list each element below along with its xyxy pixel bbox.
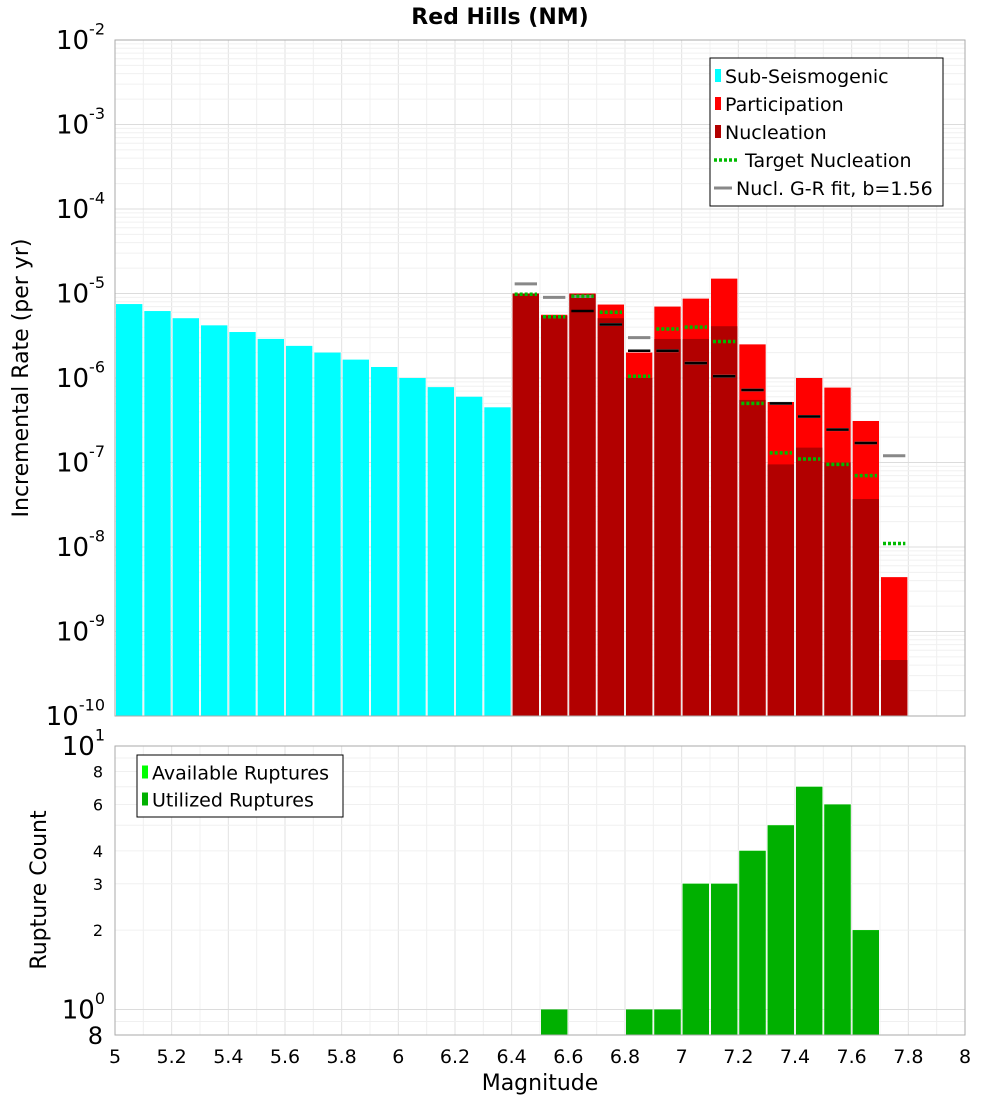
x-tick-label: 5.8 xyxy=(327,1046,357,1068)
legend-swatch xyxy=(142,792,148,806)
x-tick-label: 6 xyxy=(392,1046,404,1068)
bottom-y-tick-label: 8 xyxy=(88,1022,103,1050)
nucleation-bar xyxy=(682,338,709,716)
top-legend: Sub-Seismogenic Participation Nucleation Ta… xyxy=(709,57,944,207)
x-tick-label: 6.8 xyxy=(610,1046,640,1068)
utilized-ruptures-bar xyxy=(682,883,709,1035)
bottom-legend: Available Ruptures Utilized Ruptures xyxy=(136,754,344,818)
bottom-y-tick-label: 4 xyxy=(93,842,103,861)
top-y-tick-label: 10-7 xyxy=(56,442,105,478)
x-tick-label: 7.2 xyxy=(723,1046,753,1068)
top-y-tick-label: 10-9 xyxy=(56,611,105,647)
utilized-ruptures-bar xyxy=(541,1009,568,1035)
nucleation-bar xyxy=(881,659,908,716)
utilized-ruptures-bar xyxy=(824,804,851,1035)
sub-seismogenic-bar xyxy=(484,407,511,716)
x-tick-label: 5.2 xyxy=(157,1046,187,1068)
bottom-legend-box xyxy=(136,754,344,818)
legend-swatch xyxy=(715,125,721,138)
bottom-y-tick-label: 2 xyxy=(93,921,103,940)
sub-seismogenic-bar xyxy=(116,304,143,716)
bottom-y-tick-label: 100 xyxy=(62,989,105,1025)
legend-label: Nucl. G-R fit, b=1.56 xyxy=(736,178,933,200)
nucleation-bar xyxy=(711,326,738,716)
nucleation-bar xyxy=(626,378,653,716)
x-tick-label: 5.6 xyxy=(270,1046,300,1068)
top-y-tick-label: 10-6 xyxy=(56,358,105,394)
nucleation-bar xyxy=(654,338,681,716)
top-y-tick-label: 10-4 xyxy=(56,189,105,225)
x-tick-label: 6.2 xyxy=(440,1046,470,1068)
top-y-tick-label: 10-8 xyxy=(56,527,105,563)
x-tick-label: 6.4 xyxy=(497,1046,527,1068)
sub-seismogenic-bar xyxy=(399,378,426,716)
gridlines xyxy=(114,40,966,1036)
utilized-ruptures-bar xyxy=(711,883,738,1035)
x-tick-label: 8 xyxy=(959,1046,971,1068)
utilized-ruptures-bar xyxy=(626,1009,653,1035)
nucleation-bar xyxy=(541,316,568,716)
sub-seismogenic-bar xyxy=(257,338,284,716)
sub-seismogenic-bar xyxy=(229,332,256,716)
x-tick-label: 7.6 xyxy=(837,1046,867,1068)
bottom-y-axis-label: Rupture Count xyxy=(27,810,52,970)
top-y-tick-label: 10-3 xyxy=(56,104,105,140)
x-tick-label: 7.4 xyxy=(780,1046,810,1068)
nucleation-bar xyxy=(824,462,851,716)
legend-swatch xyxy=(715,69,721,82)
legend-label: Utilized Ruptures xyxy=(152,790,314,812)
nucleation-bar xyxy=(796,447,823,716)
top-y-tick-label: 10-10 xyxy=(46,696,105,732)
x-tick-label: 5.4 xyxy=(213,1046,243,1068)
nucleation-bar xyxy=(767,464,794,716)
sub-seismogenic-bar xyxy=(342,359,369,716)
utilized-ruptures-bar xyxy=(739,850,766,1035)
top-legend-box xyxy=(709,57,944,207)
nucleation-bar xyxy=(852,498,879,716)
legend-label: Sub-Seismogenic xyxy=(725,66,889,88)
x-tick-label: 5 xyxy=(109,1046,121,1068)
bottom-y-tick-label: 6 xyxy=(93,795,103,814)
utilized-ruptures-bar xyxy=(767,825,794,1035)
top-y-axis-label: Incremental Rate (per yr) xyxy=(9,239,34,518)
legend-swatch xyxy=(142,765,148,779)
nucleation-bar xyxy=(569,294,596,716)
nucleation-bar xyxy=(739,399,766,716)
legend-label: Available Ruptures xyxy=(152,763,329,785)
nucleation-bar xyxy=(597,318,624,716)
nucleation-bar xyxy=(512,293,539,716)
x-tick-label: 7 xyxy=(676,1046,688,1068)
bottom-y-tick-label: 8 xyxy=(93,763,103,782)
top-y-tick-label: 10-2 xyxy=(56,20,105,56)
chart-title: Red Hills (NM) xyxy=(411,5,588,30)
utilized-ruptures-bar xyxy=(796,786,823,1035)
bottom-plot-frame xyxy=(114,745,966,1036)
sub-seismogenic-bar xyxy=(314,352,341,716)
top-y-tick-label: 10-5 xyxy=(56,273,105,309)
x-tick-label: 6.6 xyxy=(553,1046,583,1068)
sub-seismogenic-bar xyxy=(371,366,398,716)
x-axis-label: Magnitude xyxy=(482,1071,599,1096)
sub-seismogenic-bar xyxy=(144,311,171,716)
sub-seismogenic-bar xyxy=(201,325,228,716)
bottom-y-tick-label: 101 xyxy=(62,726,105,762)
utilized-ruptures-bar xyxy=(852,930,879,1035)
legend-label: Nucleation xyxy=(725,122,827,144)
utilized-ruptures-bar xyxy=(654,1009,681,1035)
x-tick-label: 7.8 xyxy=(893,1046,923,1068)
top-plot-frame xyxy=(114,39,966,717)
sub-seismogenic-bar xyxy=(172,318,199,716)
sub-seismogenic-bar xyxy=(286,345,313,716)
legend-swatch xyxy=(715,97,721,110)
legend-label: Target Nucleation xyxy=(744,150,912,172)
sub-seismogenic-bar xyxy=(427,387,454,716)
legend-label: Participation xyxy=(725,94,844,116)
bottom-y-tick-label: 3 xyxy=(93,875,103,894)
sub-seismogenic-bar xyxy=(456,396,483,716)
